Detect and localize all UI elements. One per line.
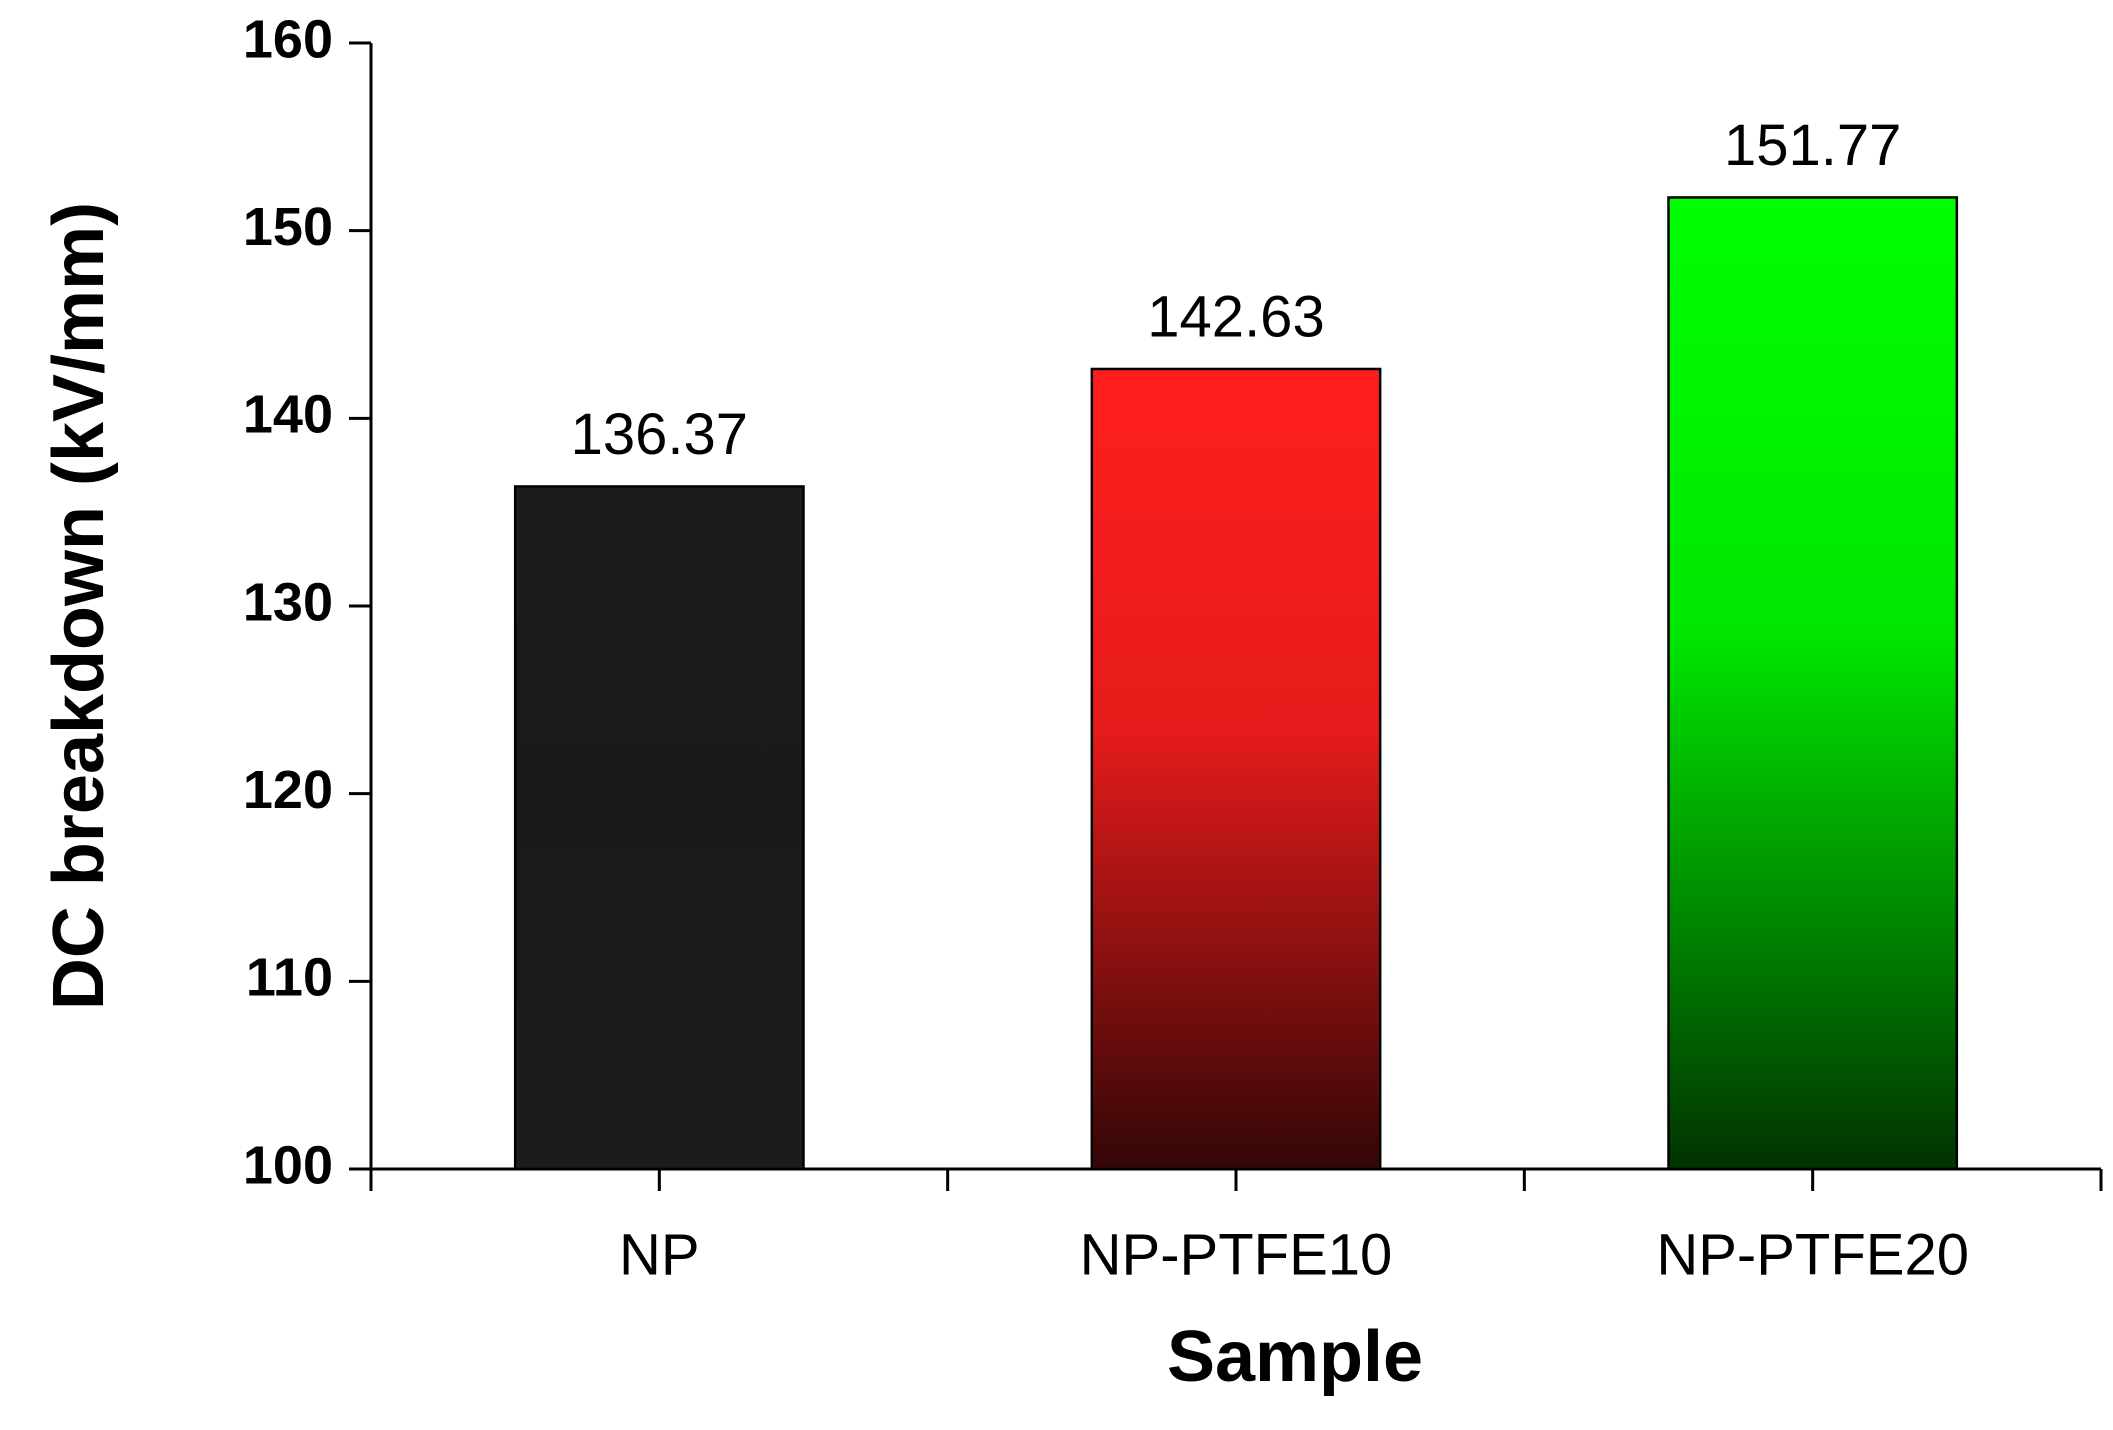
value-label: 151.77 <box>1724 113 1901 178</box>
x-tick-label: NP-PTFE20 <box>1656 1222 1969 1287</box>
y-tick-label: 120 <box>243 760 333 820</box>
bar <box>513 485 805 1171</box>
y-tick-label: 100 <box>243 1135 333 1195</box>
bar <box>1667 196 1959 1171</box>
y-tick-label: 130 <box>243 572 333 632</box>
x-tick-label: NP <box>619 1222 700 1287</box>
bar <box>1090 367 1382 1171</box>
value-label: 142.63 <box>1147 284 1324 349</box>
x-tick-label: NP-PTFE10 <box>1080 1222 1393 1287</box>
y-tick-label: 150 <box>243 197 333 257</box>
value-label: 136.37 <box>571 402 748 467</box>
y-tick-label: 160 <box>243 9 333 69</box>
y-tick-label: 140 <box>243 385 333 445</box>
y-tick-label: 110 <box>246 948 333 1008</box>
y-axis-title: DC breakdown (kV/mm) <box>39 202 119 1010</box>
x-axis-title: Sample <box>1167 1317 1423 1397</box>
